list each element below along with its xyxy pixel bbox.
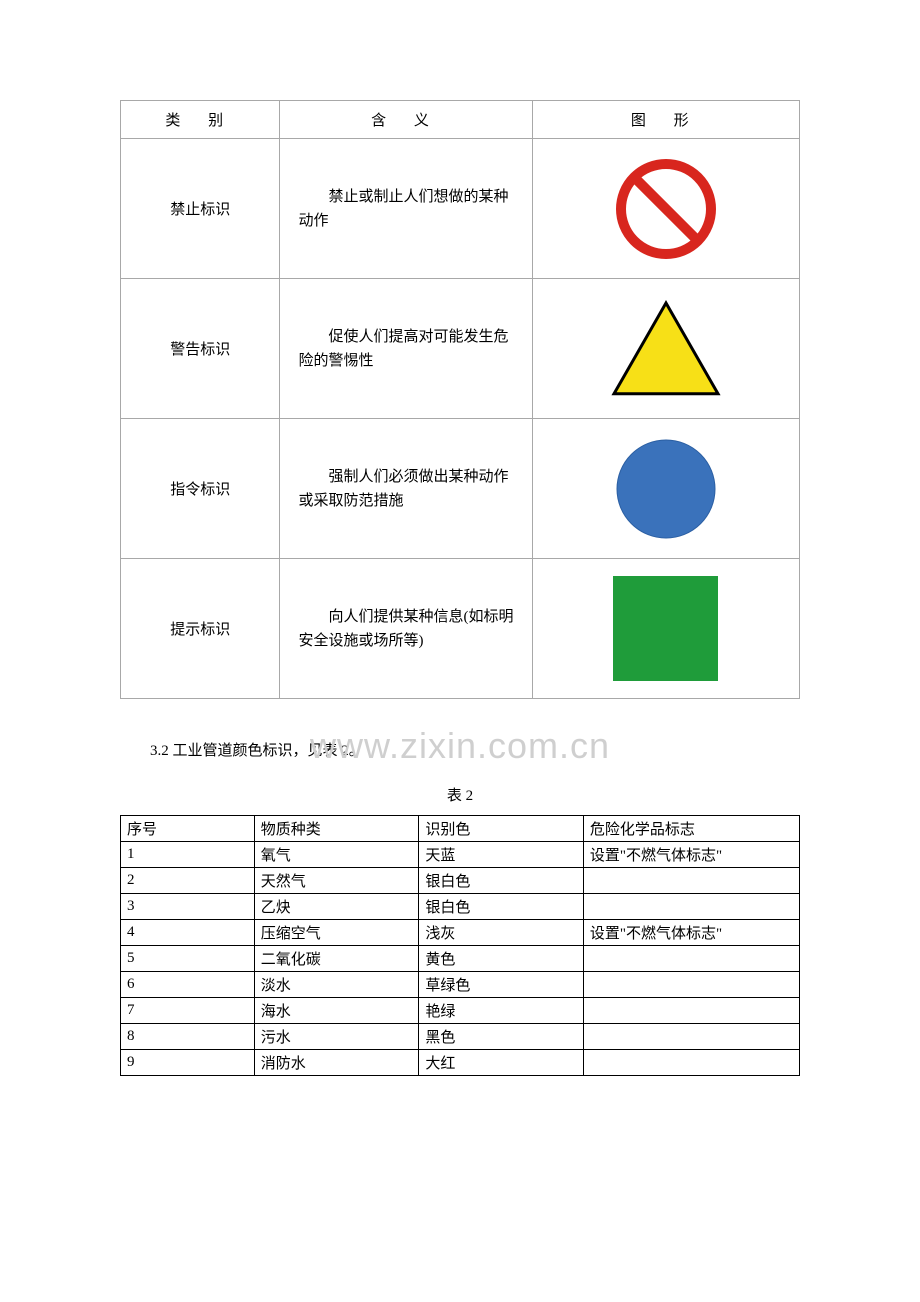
prohibition-icon: [543, 159, 790, 259]
table1-category-cell: 禁止标识: [121, 139, 280, 279]
table2-color-cell: 银白色: [419, 894, 584, 920]
table1-meaning-cell: 促使人们提高对可能发生危险的警惕性: [280, 279, 532, 419]
table2-hazard-cell: [583, 998, 799, 1024]
table2-seq-cell: 1: [121, 842, 255, 868]
table2-seq-cell: 4: [121, 920, 255, 946]
table1-row: 提示标识 向人们提供某种信息(如标明安全设施或场所等): [121, 559, 800, 699]
table2-header-color: 识别色: [419, 816, 584, 842]
table2-substance-cell: 压缩空气: [254, 920, 419, 946]
table2-header-seq: 序号: [121, 816, 255, 842]
table2-row: 3 乙炔 银白色: [121, 894, 800, 920]
table1-row: 警告标识 促使人们提高对可能发生危险的警惕性: [121, 279, 800, 419]
table2-row: 4 压缩空气 浅灰 设置"不燃气体标志": [121, 920, 800, 946]
table1-category-cell: 指令标识: [121, 419, 280, 559]
table2-substance-cell: 天然气: [254, 868, 419, 894]
warning-triangle-icon: [543, 300, 790, 397]
table1-shape-cell: [532, 559, 800, 699]
table2-hazard-cell: [583, 972, 799, 998]
table1-category-cell: 提示标识: [121, 559, 280, 699]
table2-substance-cell: 消防水: [254, 1050, 419, 1076]
table2-caption: 表 2: [120, 784, 800, 805]
table1-shape-cell: [532, 419, 800, 559]
table2-substance-cell: 淡水: [254, 972, 419, 998]
table2-hazard-cell: [583, 946, 799, 972]
table2-hazard-cell: 设置"不燃气体标志": [583, 842, 799, 868]
table2-header-row: 序号 物质种类 识别色 危险化学品标志: [121, 816, 800, 842]
table2-hazard-cell: [583, 894, 799, 920]
mandatory-circle-icon: [543, 439, 790, 539]
table2-color-cell: 黑色: [419, 1024, 584, 1050]
table2-row: 8 污水 黑色: [121, 1024, 800, 1050]
table2-seq-cell: 9: [121, 1050, 255, 1076]
table1-header-row: 类 别 含 义 图 形: [121, 101, 800, 139]
table2-color-cell: 大红: [419, 1050, 584, 1076]
table2-header-hazard: 危险化学品标志: [583, 816, 799, 842]
table2-hazard-cell: [583, 868, 799, 894]
table1-shape-cell: [532, 279, 800, 419]
table1-row: 禁止标识 禁止或制止人们想做的某种动作: [121, 139, 800, 279]
table2-substance-cell: 海水: [254, 998, 419, 1024]
table1-header-category: 类 别: [121, 101, 280, 139]
table2-seq-cell: 6: [121, 972, 255, 998]
table1-meaning-cell: 强制人们必须做出某种动作或采取防范措施: [280, 419, 532, 559]
table2-row: 5 二氧化碳 黄色: [121, 946, 800, 972]
table2-color-cell: 黄色: [419, 946, 584, 972]
pipe-color-table: 序号 物质种类 识别色 危险化学品标志 1 氧气 天蓝 设置"不燃气体标志" 2…: [120, 815, 800, 1076]
safety-sign-table: 类 别 含 义 图 形 禁止标识 禁止或制止人们想做的某种动作 警告标识 促使人…: [120, 100, 800, 699]
table2-seq-cell: 8: [121, 1024, 255, 1050]
table1-shape-cell: [532, 139, 800, 279]
table2-hazard-cell: [583, 1050, 799, 1076]
table1-row: 指令标识 强制人们必须做出某种动作或采取防范措施: [121, 419, 800, 559]
table2-row: 6 淡水 草绿色: [121, 972, 800, 998]
table2-substance-cell: 污水: [254, 1024, 419, 1050]
table2-row: 1 氧气 天蓝 设置"不燃气体标志": [121, 842, 800, 868]
table2-hazard-cell: [583, 1024, 799, 1050]
table2-seq-cell: 3: [121, 894, 255, 920]
table2-color-cell: 银白色: [419, 868, 584, 894]
table2-substance-cell: 二氧化碳: [254, 946, 419, 972]
table1-meaning-cell: 禁止或制止人们想做的某种动作: [280, 139, 532, 279]
table2-substance-cell: 乙炔: [254, 894, 419, 920]
table2-color-cell: 浅灰: [419, 920, 584, 946]
table2-header-substance: 物质种类: [254, 816, 419, 842]
table2-hazard-cell: 设置"不燃气体标志": [583, 920, 799, 946]
table1-header-meaning: 含 义: [280, 101, 532, 139]
table2-color-cell: 草绿色: [419, 972, 584, 998]
section-3-2-text: 3.2 工业管道颜色标识，见表 2。: [120, 739, 800, 760]
table2-row: 7 海水 艳绿: [121, 998, 800, 1024]
table2-color-cell: 艳绿: [419, 998, 584, 1024]
table1-category-cell: 警告标识: [121, 279, 280, 419]
table2-color-cell: 天蓝: [419, 842, 584, 868]
table2-row: 2 天然气 银白色: [121, 868, 800, 894]
info-square-icon: [543, 576, 790, 681]
table2-seq-cell: 7: [121, 998, 255, 1024]
table1-header-shape: 图 形: [532, 101, 800, 139]
table2-row: 9 消防水 大红: [121, 1050, 800, 1076]
table2-seq-cell: 5: [121, 946, 255, 972]
page: www.zixin.com.cn 类 别 含 义 图 形 禁止标识 禁止或制止人…: [120, 100, 800, 1076]
table1-meaning-cell: 向人们提供某种信息(如标明安全设施或场所等): [280, 559, 532, 699]
table2-seq-cell: 2: [121, 868, 255, 894]
table2-substance-cell: 氧气: [254, 842, 419, 868]
